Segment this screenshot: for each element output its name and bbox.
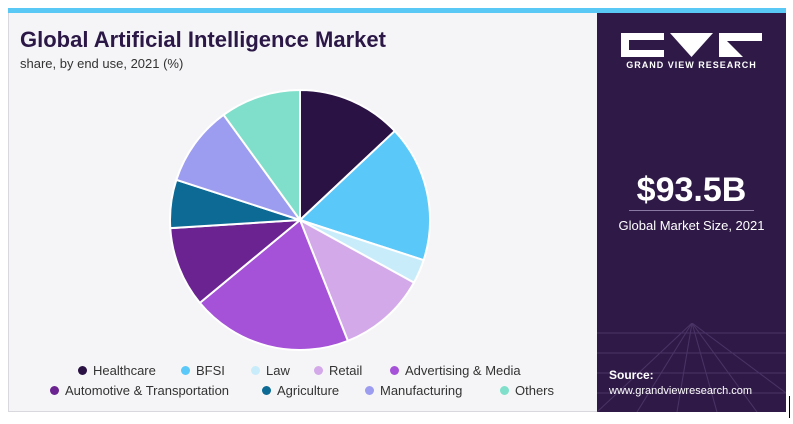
legend-label-advertising-media: Advertising & Media [405,363,521,378]
legend-swatch-retail [314,366,323,375]
pie-slice-healthcare [299,88,397,223]
chart-title: Global Artificial Intelligence Market [20,27,386,52]
legend-swatch-others [500,386,509,395]
legend-swatch-healthcare [78,366,87,375]
legend-label-automotive-transportation: Automotive & Transportation [65,383,230,398]
pie-slice-bfsi [298,129,431,262]
chart-subtitle: share, by end use, 2021 (%) [20,56,184,71]
info-panel: GRAND VIEW RESEARCH $93.5B Global Market… [597,13,786,412]
legend-label-law: Law [266,363,290,378]
text-cursor [789,396,790,418]
top-accent-bar [8,8,786,13]
legend-item-healthcare: Healthcare [78,363,156,378]
legend-item-retail: Retail [314,363,362,378]
market-size-value: $93.5B [636,171,747,209]
legend-item-advertising-media: Advertising & Media [390,363,521,378]
pie-slice-automotive-transportation [169,218,304,305]
legend-label-healthcare: Healthcare [93,363,156,378]
legend-swatch-manufacturing [365,386,374,395]
legend-label-others: Others [515,383,555,398]
brand-name: GRAND VIEW RESEARCH [626,60,757,70]
legend-swatch-agriculture [262,386,271,395]
legend-swatch-law [251,366,260,375]
legend-item-automotive-transportation: Automotive & Transportation [50,383,229,398]
legend-label-bfsi: BFSI [196,363,225,378]
legend-label-manufacturing: Manufacturing [380,383,463,398]
legend-item-law: Law [251,363,290,378]
pie-slice-others [222,88,301,224]
legend-item-agriculture: Agriculture [262,383,339,398]
market-size-label: Global Market Size, 2021 [618,218,765,233]
legend-item-others: Others [500,383,554,398]
market-size-divider [629,210,754,211]
legend-swatch-automotive-transportation [50,386,59,395]
pie-slice-advertising-media [198,218,350,351]
pie-slice-manufacturing [175,113,303,222]
source-url: www.grandviewresearch.com [609,385,753,397]
legend-label-agriculture: Agriculture [277,383,340,398]
legend-swatch-bfsi [181,366,190,375]
grand-view-research-logo [621,33,762,57]
pie-slice-retail [298,217,416,343]
legend-item-bfsi: BFSI [181,363,225,378]
legend-item-manufacturing: Manufacturing [365,383,462,398]
pie-chart [169,88,431,351]
source-label: Source: [609,368,654,382]
legend-label-retail: Retail [329,363,363,378]
legend-swatch-advertising-media [390,366,399,375]
decorative-grid [597,323,786,412]
